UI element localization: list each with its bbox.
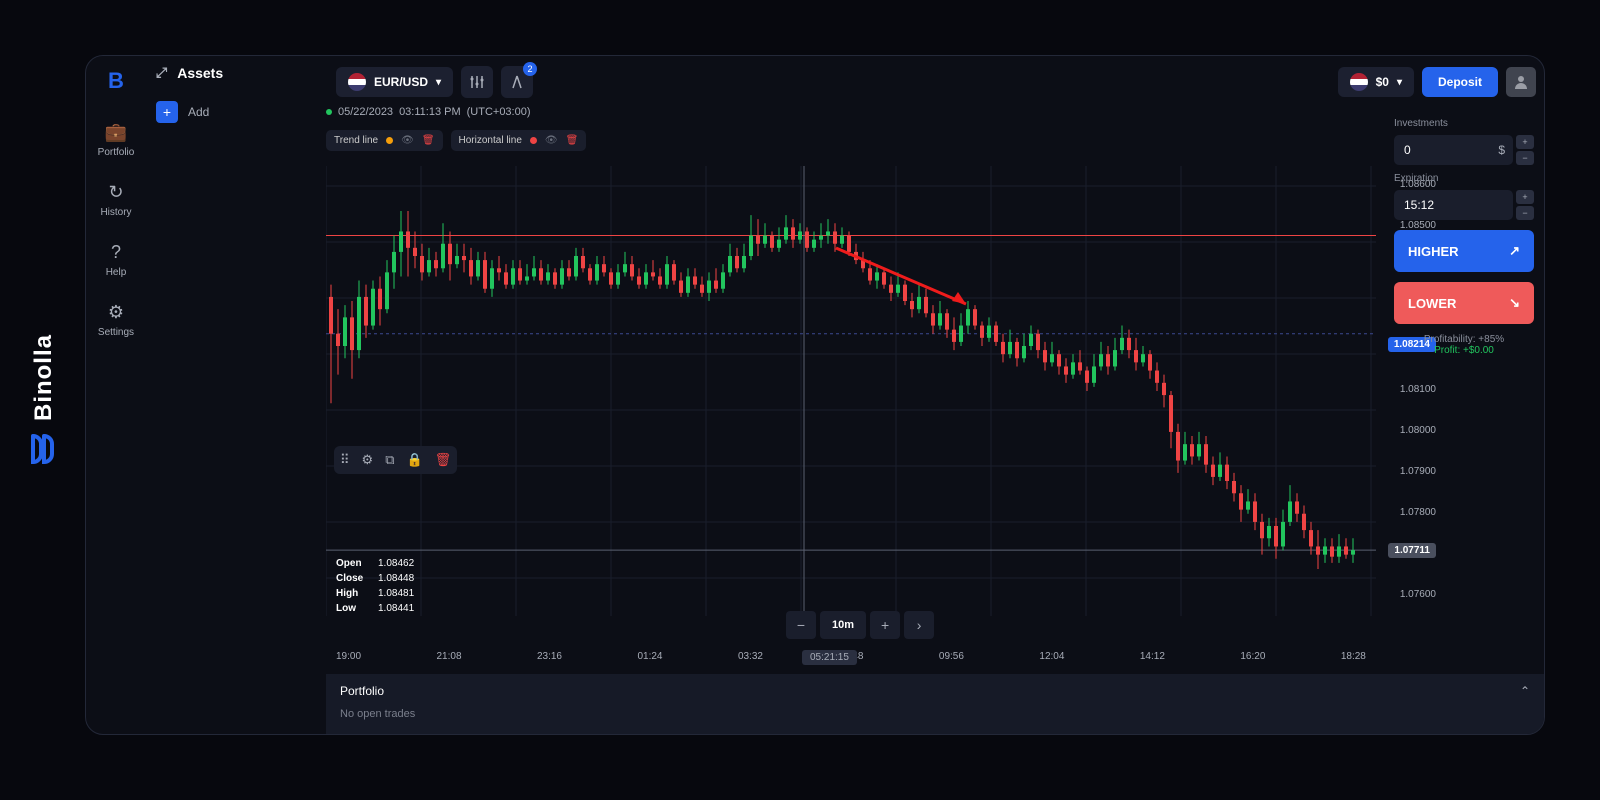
- price-tag: 1.07711: [1388, 543, 1436, 558]
- deposit-button[interactable]: Deposit: [1422, 67, 1498, 97]
- top-bar: EUR/USD ▾ 2 $0 ▾ Deposit: [336, 64, 1536, 100]
- app-logo-icon[interactable]: B: [108, 68, 124, 94]
- arrow-down-icon: ↘: [1509, 295, 1520, 311]
- trash-icon[interactable]: 🗑: [435, 452, 452, 468]
- nav-item-portfolio[interactable]: 💼Portfolio: [98, 122, 135, 158]
- compass-icon: [509, 74, 525, 90]
- side-nav: B 💼Portfolio ↻History ?Help ⚙Settings: [86, 56, 146, 734]
- lower-button[interactable]: LOWER ↘: [1394, 282, 1534, 324]
- x-tick-label: 03:32: [738, 651, 763, 662]
- expiration-label: Expiration: [1394, 173, 1534, 184]
- sliders-icon: [469, 74, 485, 90]
- eye-icon[interactable]: 👁: [545, 135, 558, 146]
- exp-up-button[interactable]: +: [1516, 190, 1534, 204]
- drawing-chip[interactable]: Horizontal line👁🗑: [451, 130, 587, 151]
- drawing-chips: Trend line👁🗑Horizontal line👁🗑: [326, 130, 1376, 151]
- app-window: B 💼Portfolio↻History?Help⚙Settings ⤢ Ass…: [85, 55, 1545, 735]
- chevron-down-icon: ▾: [1397, 77, 1402, 88]
- brand-strip: Binolla: [20, 0, 68, 800]
- investment-input[interactable]: [1394, 135, 1513, 165]
- trash-icon[interactable]: 🗑: [422, 135, 435, 146]
- y-tick-label: 1.07900: [1400, 466, 1436, 477]
- profitability-label: Profitability: +85%: [1394, 334, 1534, 345]
- trash-icon[interactable]: 🗑: [566, 135, 579, 146]
- help-icon: ?: [111, 242, 121, 263]
- add-asset-button[interactable]: +: [156, 101, 178, 123]
- drawing-toolbar: ⠿ ⚙ ⧉ 🔒 🗑: [334, 446, 457, 474]
- arrow-up-icon: ↗: [1509, 243, 1520, 259]
- drag-icon[interactable]: ⠿: [340, 452, 350, 468]
- y-tick-label: 1.07800: [1400, 507, 1436, 518]
- add-label: Add: [188, 105, 209, 119]
- x-tick-label: 01:24: [637, 651, 662, 662]
- nav-item-settings[interactable]: ⚙Settings: [98, 302, 135, 338]
- expiration-input[interactable]: [1394, 190, 1513, 220]
- settings-icon: ⚙: [108, 302, 124, 323]
- live-dot-icon: [326, 109, 332, 115]
- ohlc-display: Open1.08462 Close1.08448 High1.08481 Low…: [336, 556, 414, 616]
- x-tick-label: 19:00: [336, 651, 361, 662]
- chevron-up-icon[interactable]: ⌃: [1520, 684, 1530, 698]
- x-tick-label: 16:20: [1240, 651, 1265, 662]
- nav-item-help[interactable]: ?Help: [98, 242, 135, 278]
- inv-up-button[interactable]: +: [1516, 135, 1534, 149]
- balance-label: $0: [1376, 75, 1389, 89]
- brand-name: Binolla: [30, 334, 58, 421]
- footer-title: Portfolio: [340, 684, 384, 698]
- portfolio-icon: 💼: [105, 122, 127, 143]
- timestamp: 05/22/2023 03:11:13 PM (UTC+03:00): [326, 106, 1376, 118]
- investments-label: Investments: [1394, 118, 1534, 129]
- y-tick-label: 1.07600: [1400, 589, 1436, 600]
- chart-area: 05/22/2023 03:11:13 PM (UTC+03:00) Trend…: [326, 106, 1376, 676]
- tools-badge: 2: [523, 62, 537, 76]
- color-dot-icon: [386, 137, 393, 144]
- footer-message: No open trades: [326, 708, 1544, 720]
- next-button[interactable]: ›: [904, 611, 934, 639]
- user-icon: [1512, 73, 1530, 91]
- timeframe-label[interactable]: 10m: [820, 611, 866, 639]
- profit-label: Profit: +$0.00: [1394, 345, 1534, 356]
- y-tick-label: 1.08000: [1400, 425, 1436, 436]
- assets-panel: ⤢ Assets + Add: [156, 64, 326, 123]
- history-icon: ↻: [108, 182, 123, 203]
- exp-down-button[interactable]: −: [1516, 206, 1534, 220]
- drawing-chip[interactable]: Trend line👁🗑: [326, 130, 443, 151]
- gear-icon[interactable]: ⚙: [362, 452, 374, 468]
- indicators-button[interactable]: [461, 66, 493, 98]
- brand-logo-icon: [27, 432, 61, 466]
- timeframe-controls: − 10m + ›: [786, 611, 934, 639]
- assets-title: Assets: [177, 65, 223, 81]
- drawing-tools-button[interactable]: 2: [501, 66, 533, 98]
- inv-down-button[interactable]: −: [1516, 151, 1534, 165]
- expand-icon[interactable]: ⤢: [156, 64, 167, 81]
- trade-panel: Investments $ + − Expiration + − HIGHER …: [1394, 110, 1534, 356]
- y-tick-label: 1.08100: [1400, 384, 1436, 395]
- chevron-down-icon: ▾: [436, 77, 441, 88]
- balance-selector[interactable]: $0 ▾: [1338, 67, 1414, 97]
- lock-icon[interactable]: 🔒: [406, 452, 422, 468]
- color-dot-icon: [530, 137, 537, 144]
- x-tick-label: 18:28: [1341, 651, 1366, 662]
- portfolio-footer: Portfolio ⌃ No open trades: [326, 674, 1544, 734]
- x-tick-label: 21:08: [436, 651, 461, 662]
- x-tick-label: 12:04: [1039, 651, 1064, 662]
- nav-item-history[interactable]: ↻History: [98, 182, 135, 218]
- eye-icon[interactable]: 👁: [401, 135, 414, 146]
- x-highlight-tag: 05:21:15: [802, 650, 857, 665]
- pair-selector[interactable]: EUR/USD ▾: [336, 67, 453, 97]
- candlestick-chart[interactable]: [326, 166, 1376, 616]
- avatar[interactable]: [1506, 67, 1536, 97]
- zoom-out-button[interactable]: −: [786, 611, 816, 639]
- zoom-in-button[interactable]: +: [870, 611, 900, 639]
- x-tick-label: 09:56: [939, 651, 964, 662]
- copy-icon[interactable]: ⧉: [385, 452, 394, 468]
- pair-label: EUR/USD: [374, 75, 428, 89]
- x-tick-label: 23:16: [537, 651, 562, 662]
- currency-icon: $: [1498, 143, 1505, 157]
- flag-icon: [348, 73, 366, 91]
- higher-button[interactable]: HIGHER ↗: [1394, 230, 1534, 272]
- flag-icon: [1350, 73, 1368, 91]
- x-tick-label: 14:12: [1140, 651, 1165, 662]
